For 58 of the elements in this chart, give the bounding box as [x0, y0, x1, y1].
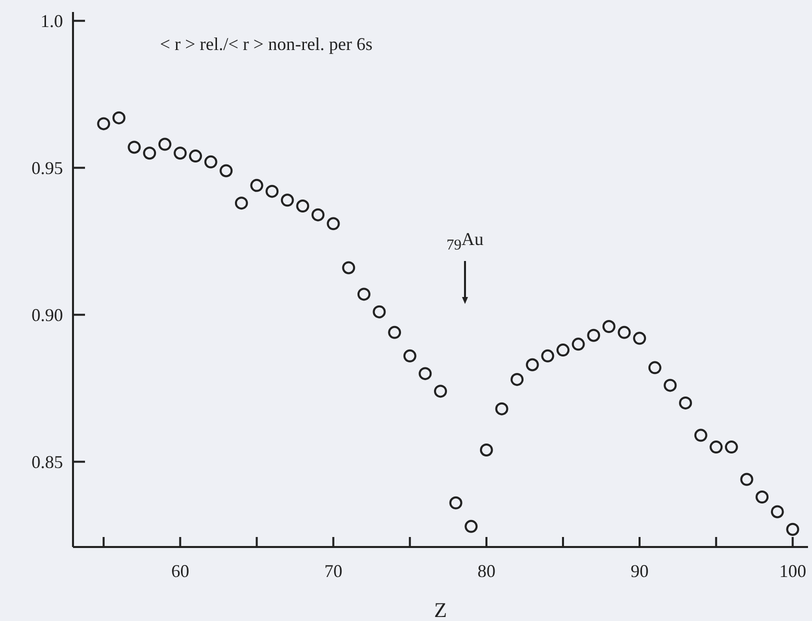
point — [526, 358, 539, 372]
y-tick-label: 0.90 — [32, 305, 63, 326]
point — [250, 178, 264, 192]
point — [618, 326, 631, 339]
point — [342, 261, 356, 274]
point — [679, 396, 692, 410]
point — [388, 326, 402, 339]
point — [296, 200, 310, 213]
point — [572, 338, 585, 351]
point — [158, 138, 172, 151]
point — [112, 111, 126, 124]
point — [480, 443, 493, 456]
point — [97, 117, 110, 130]
point — [434, 384, 447, 398]
x-tick-label: 80 — [477, 561, 496, 581]
point — [756, 490, 769, 504]
point — [403, 349, 416, 362]
point — [786, 522, 800, 536]
point — [220, 164, 233, 178]
x-tick-label: 90 — [630, 561, 649, 581]
x-axis-title: Z — [434, 598, 447, 621]
point — [449, 496, 462, 510]
point — [357, 288, 370, 301]
point — [724, 440, 738, 454]
point — [464, 520, 478, 533]
point — [602, 320, 616, 334]
point — [143, 146, 156, 160]
annotation: $_{79}$Au — [446, 228, 484, 256]
point — [189, 150, 202, 163]
point — [587, 328, 600, 342]
point — [234, 196, 248, 210]
point — [326, 217, 340, 230]
y-tick-label: 1.0 — [40, 11, 63, 32]
point — [740, 472, 754, 486]
annotation: < r > rel./< r > non-rel. per 6s — [160, 33, 373, 55]
point — [710, 440, 723, 454]
x-tick-label: 100 — [779, 561, 806, 581]
point — [204, 155, 218, 168]
point — [510, 372, 524, 386]
point — [664, 378, 677, 392]
point — [556, 344, 570, 357]
point — [266, 184, 279, 198]
point — [770, 505, 784, 518]
point — [128, 140, 141, 154]
point — [694, 428, 708, 442]
x-tick-label: 60 — [171, 561, 190, 581]
point — [418, 367, 432, 380]
y-tick-label: 0.95 — [32, 158, 63, 178]
point — [312, 208, 324, 222]
point — [633, 332, 646, 345]
y-tick-label: 0.85 — [32, 452, 63, 472]
point — [174, 146, 187, 160]
point — [541, 349, 554, 362]
x-tick-label: 70 — [324, 561, 342, 581]
point — [648, 361, 662, 374]
point — [495, 402, 508, 416]
point — [280, 194, 294, 207]
point — [372, 305, 386, 318]
